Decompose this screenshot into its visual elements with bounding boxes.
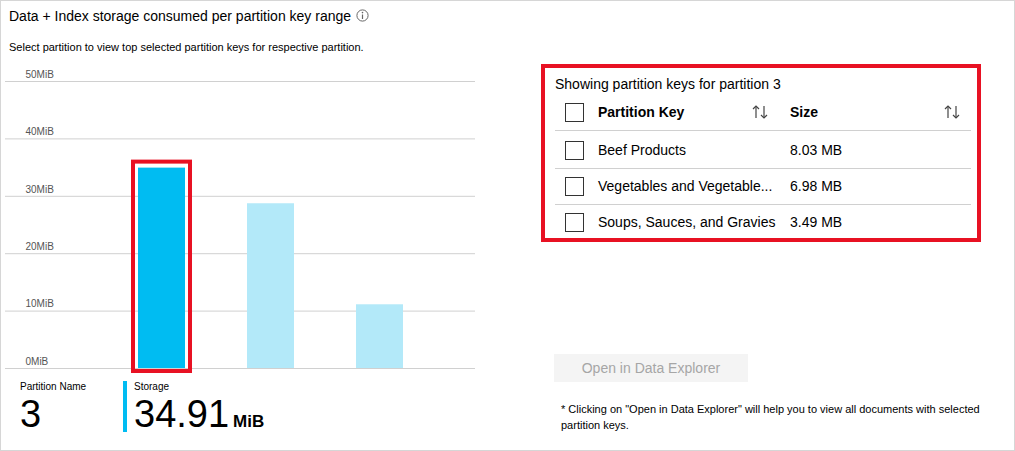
html-text:Beef Products: Beef Products (598, 142, 686, 158)
svg-text:50MiB: 50MiB (26, 69, 55, 80)
html-text:Partition Name: Partition Name (20, 381, 87, 392)
html-text:8.03 MB: 8.03 MB (790, 142, 843, 158)
html-text:Partition Key: Partition Key (598, 104, 685, 120)
html-text:Data + Index storage consumed: Data + Index storage consumed per partit… (9, 8, 351, 24)
html-text:6.98 MB: 6.98 MB (790, 178, 843, 194)
html-text:3.49 MB: 3.49 MB (790, 214, 843, 230)
svg-text:30MiB: 30MiB (26, 184, 55, 195)
html-text:Showing partition keys for par: Showing partition keys for partition 3 (555, 76, 781, 92)
svg-text:10MiB: 10MiB (26, 298, 55, 309)
html-text:* Clicking on "Open in Data Ex: * Clicking on "Open in Data Explorer" wi… (561, 403, 980, 431)
html-text:Storage: Storage (134, 381, 169, 392)
html-text:Vegetables and Vegetable...: Vegetables and Vegetable... (598, 178, 773, 194)
html-text:MiB: MiB (233, 412, 265, 431)
html-text:Open in Data Explorer: Open in Data Explorer (581, 360, 721, 376)
html-text:Size: Size (790, 104, 818, 120)
svg-text:20MiB: 20MiB (26, 241, 55, 252)
html-text:3: 3 (20, 393, 42, 435)
html-text:Select partition to view top s: Select partition to view top selected pa… (9, 41, 364, 53)
html-text:34.91: 34.91 (134, 393, 230, 435)
html-text:Soups, Sauces, and Gravies: Soups, Sauces, and Gravies (598, 214, 776, 230)
svg-text:0MiB: 0MiB (26, 356, 49, 367)
svg-text:40MiB: 40MiB (26, 126, 55, 137)
